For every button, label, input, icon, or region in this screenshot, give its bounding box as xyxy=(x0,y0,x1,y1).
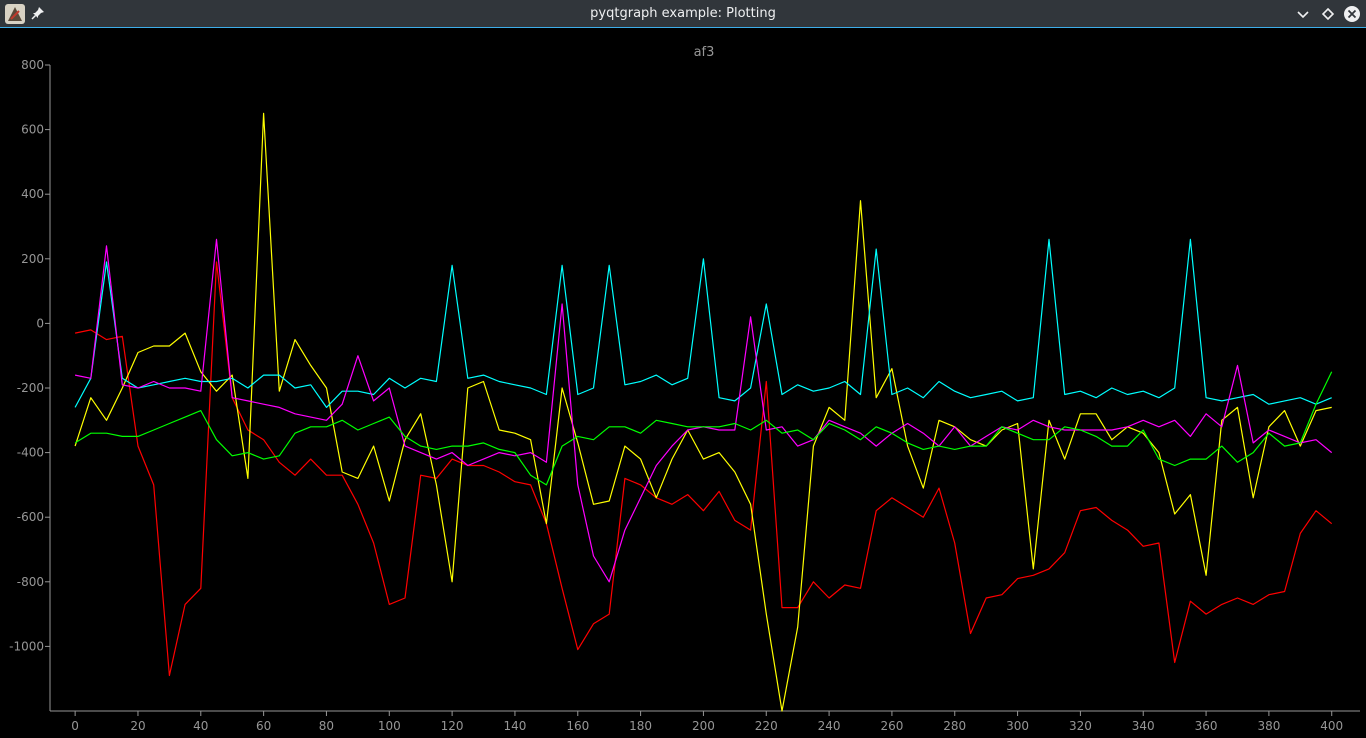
pin-icon[interactable] xyxy=(31,6,45,20)
x-tick-label: 100 xyxy=(378,719,401,733)
x-tick-label: 40 xyxy=(193,719,208,733)
x-tick-label: 280 xyxy=(943,719,966,733)
x-tick-label: 380 xyxy=(1257,719,1280,733)
x-tick-label: 340 xyxy=(1132,719,1155,733)
x-tick-label: 240 xyxy=(818,719,841,733)
chart-title: af3 xyxy=(694,45,715,60)
close-icon[interactable] xyxy=(1343,5,1361,23)
y-tick-label: -200 xyxy=(17,381,44,395)
app-icon[interactable] xyxy=(4,3,26,25)
x-tick-label: 140 xyxy=(503,719,526,733)
series-line-3 xyxy=(74,238,1332,408)
x-tick-label: 220 xyxy=(755,719,778,733)
series-line-2 xyxy=(74,112,1332,712)
x-tick-label: 320 xyxy=(1069,719,1092,733)
y-tick-label: -1000 xyxy=(9,639,44,653)
y-tick-label: -600 xyxy=(17,510,44,524)
y-tick-label: 600 xyxy=(21,123,44,137)
minimize-icon[interactable] xyxy=(1294,5,1312,23)
y-tick-label: 0 xyxy=(36,316,44,330)
x-tick-label: 0 xyxy=(71,719,79,733)
window-title: pyqtgraph example: Plotting xyxy=(590,6,776,21)
x-tick-label: 200 xyxy=(692,719,715,733)
axes: -1000 -800 -600 -400 -200 0 200 400 600 800 0 20 40 6… xyxy=(9,58,1360,733)
y-tick-label: 400 xyxy=(21,187,44,201)
x-tick-label: 400 xyxy=(1320,719,1343,733)
x-tick-label: 20 xyxy=(130,719,145,733)
y-tick-label: 200 xyxy=(21,252,44,266)
series-line-1 xyxy=(74,261,1333,677)
y-tick-label: -800 xyxy=(17,575,44,589)
x-tick-label: 180 xyxy=(629,719,652,733)
window-titlebar: pyqtgraph example: Plotting xyxy=(0,0,1366,28)
y-tick-label: -400 xyxy=(17,446,44,460)
series-layer xyxy=(74,112,1333,712)
series-line-5 xyxy=(74,371,1333,486)
line-chart[interactable]: af3 -1000 -800 -600 -400 -200 0 200 400 600 800 0 2… xyxy=(0,29,1366,738)
y-tick-label: 800 xyxy=(21,58,44,72)
plot-area[interactable]: af3 -1000 -800 -600 -400 -200 0 200 400 600 800 0 2… xyxy=(0,29,1366,738)
x-tick-label: 120 xyxy=(441,719,464,733)
series-line-4 xyxy=(74,238,1333,583)
x-tick-label: 360 xyxy=(1195,719,1218,733)
maximize-icon[interactable] xyxy=(1319,5,1337,23)
x-tick-label: 300 xyxy=(1006,719,1029,733)
x-tick-label: 60 xyxy=(256,719,271,733)
x-tick-label: 80 xyxy=(319,719,334,733)
x-tick-label: 260 xyxy=(880,719,903,733)
x-tick-label: 160 xyxy=(566,719,589,733)
